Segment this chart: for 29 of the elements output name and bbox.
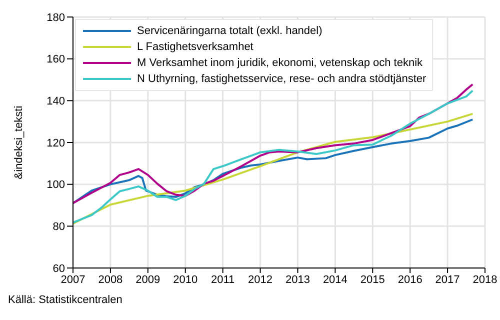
legend-label: N Uthyrning, fastighetsservice, rese- och andra stödtjänster <box>137 73 426 85</box>
legend-label: Servicenäringarna totalt (exkl. handel) <box>137 25 322 37</box>
y-tick-label: 140 <box>46 96 65 108</box>
x-tick-label: 2016 <box>398 274 422 286</box>
x-tick-label: 2009 <box>136 274 160 286</box>
y-axis-title: &indeksi_teksti <box>12 106 25 180</box>
y-tick-label: 120 <box>46 137 65 150</box>
x-tick-label: 2018 <box>472 274 498 286</box>
x-tick-label: 2014 <box>322 274 348 286</box>
x-tick-label: 2012 <box>248 274 273 286</box>
line-series <box>73 112 474 225</box>
text: Källä: Statistikcentralen <box>8 294 124 306</box>
x-tick-label: 2010 <box>173 274 198 286</box>
x-tick-label: 2008 <box>98 274 123 286</box>
line-series <box>73 118 474 204</box>
y-tick-label: 180 <box>46 12 65 24</box>
line-series <box>73 83 474 204</box>
y-tick-label: 60 <box>52 262 65 275</box>
x-tick-label: 2017 <box>435 274 460 286</box>
x-tick-label: 2007 <box>60 274 86 286</box>
y-tick-label: 100 <box>46 179 65 192</box>
x-tick-label: 2011 <box>210 274 235 286</box>
y-tick-label: 80 <box>52 221 65 234</box>
legend-label: L Fastighetsverksamhet <box>137 41 254 53</box>
x-tick-label: 2015 <box>360 274 385 286</box>
y-tick-label: 160 <box>46 54 65 66</box>
line-series <box>73 90 474 224</box>
x-tick-label: 2013 <box>285 274 310 286</box>
legend-label: M Verksamhet inom juridik, ekonomi, vetenskap och teknik <box>137 57 423 69</box>
